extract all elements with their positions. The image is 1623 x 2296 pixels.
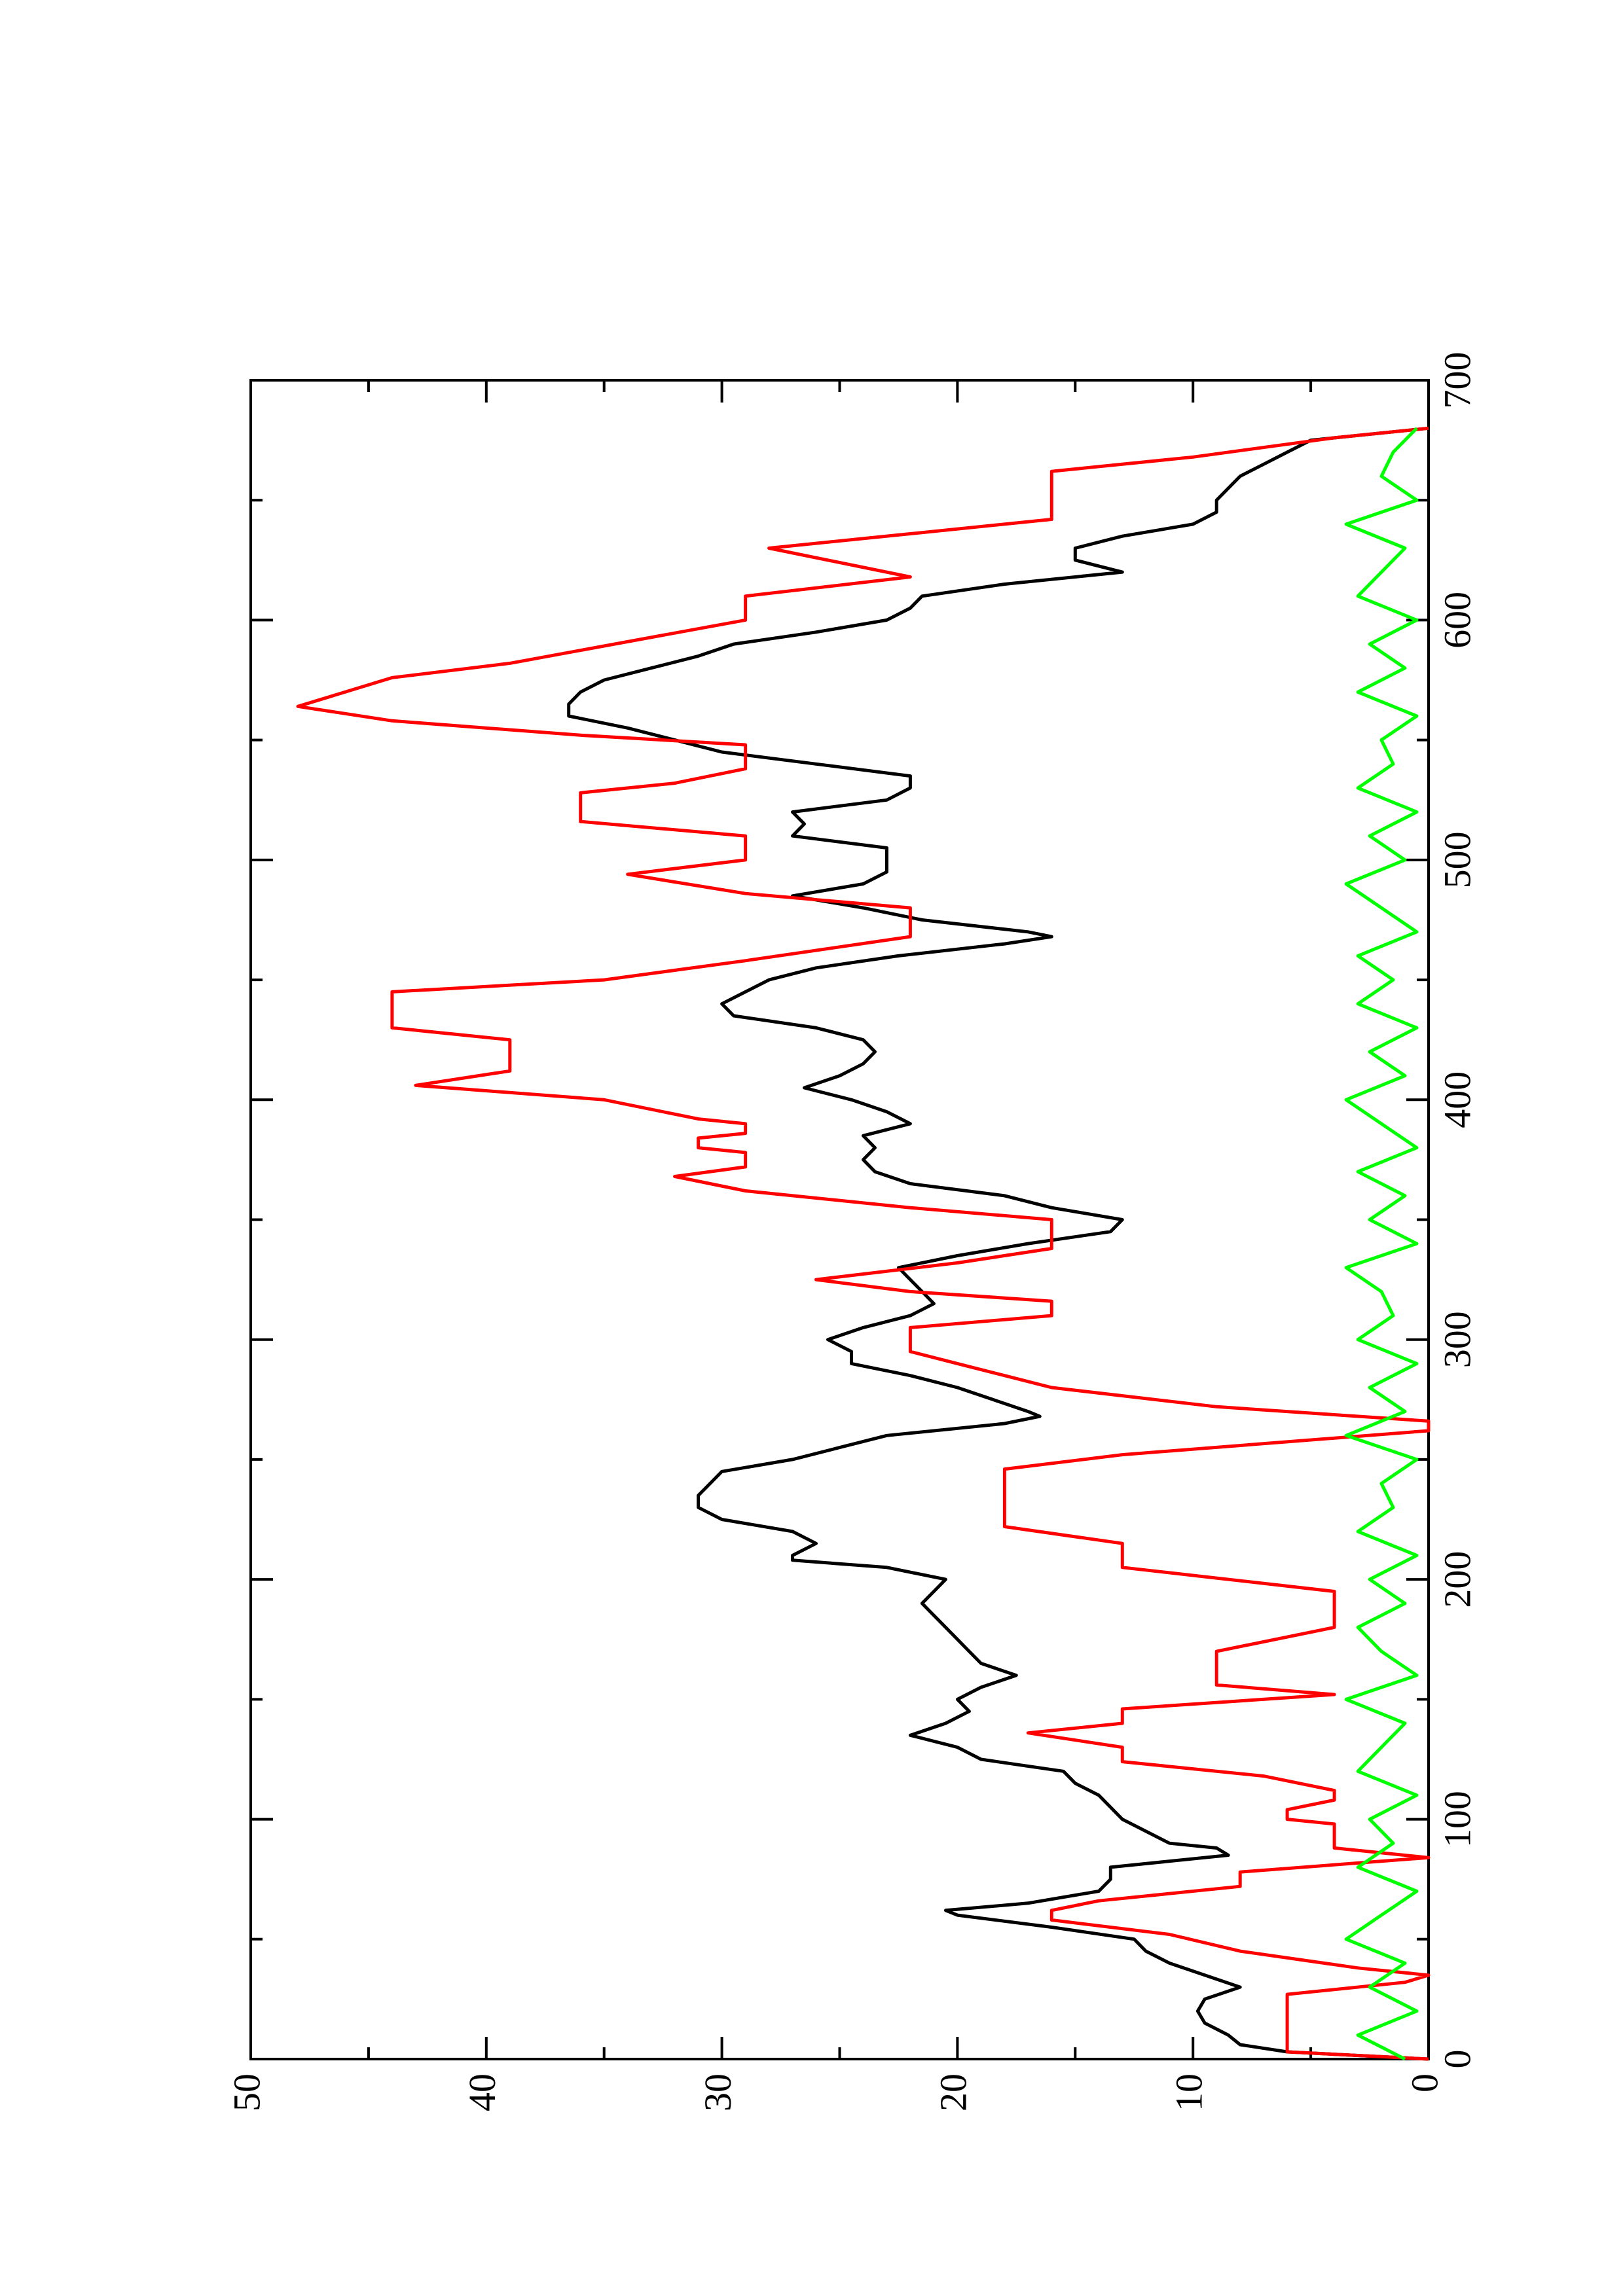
plot-frame xyxy=(249,379,1430,2060)
y-tick-label: 40 xyxy=(461,2073,503,2111)
data-line xyxy=(296,426,1431,2061)
y-tick-label: 0 xyxy=(1403,2073,1446,2092)
x-tick-label: 400 xyxy=(1436,1071,1478,1128)
y-tick-label: 10 xyxy=(1168,2073,1211,2111)
x-tick-label: 300 xyxy=(1436,1311,1478,1368)
x-tick-label: 500 xyxy=(1436,831,1478,888)
y-tick-label: 30 xyxy=(697,2073,739,2111)
x-tick-label: 200 xyxy=(1436,1551,1478,1608)
x-tick-label: 0 xyxy=(1436,2050,1478,2069)
y-tick-label: 50 xyxy=(225,2073,268,2111)
y-tick-label: 20 xyxy=(932,2073,975,2111)
x-tick-label: 700 xyxy=(1436,352,1478,409)
data-line xyxy=(1344,427,1419,2061)
x-tick-label: 100 xyxy=(1436,1791,1478,1848)
x-tick-label: 600 xyxy=(1436,592,1478,649)
data-line xyxy=(567,426,1429,2061)
